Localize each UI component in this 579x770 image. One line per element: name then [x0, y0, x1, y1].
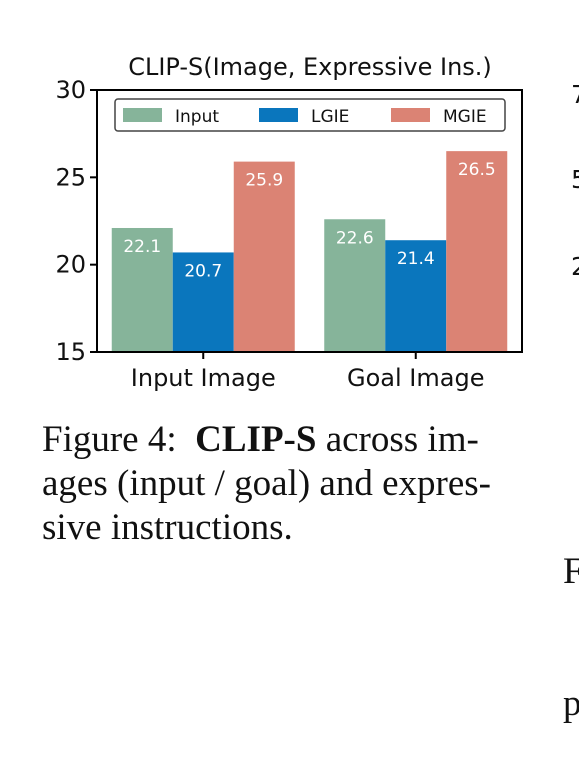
neighbor-tick-1: 7 — [571, 80, 579, 109]
neighbor-tick-2: 5 — [571, 165, 579, 194]
bar-labels-group: 22.1 20.7 25.9 22.6 21.4 26.5 — [123, 160, 495, 281]
bar-value-label: 20.7 — [184, 261, 222, 281]
bar-chart: CLIP-S(Image, Expressive Ins.) 22.120.72… — [55, 53, 523, 392]
caption-line-1-rest: across im- — [316, 419, 479, 460]
bar-mgie-0 — [233, 161, 295, 352]
caption-line-2: ages (input / goal) and expres- — [42, 463, 491, 504]
caption-line-3: sive instructions. — [42, 507, 293, 548]
legend-label-mgie: MGIE — [443, 107, 487, 127]
axes-group: Input Image Goal Image 15 20 25 30 — [55, 76, 523, 392]
x-tick-label: Goal Image — [347, 364, 484, 392]
figure-caption: Figure 4: CLIP-S across im- ages (input … — [42, 418, 542, 550]
caption-label: Figure 4: — [42, 419, 177, 460]
plot-frame — [96, 89, 523, 353]
y-tick-label: 20 — [55, 251, 86, 279]
legend-swatch-lgie — [259, 108, 298, 122]
legend: Input LGIE MGIE — [114, 98, 506, 132]
bars-group — [111, 151, 508, 352]
neighbor-caption-line-2: p — [563, 683, 579, 724]
neighbor-caption-fragment: F p — [563, 418, 579, 770]
chart-title: CLIP-S(Image, Expressive Ins.) — [128, 53, 492, 81]
legend-swatch-input — [123, 108, 162, 122]
bar-input-1 — [324, 219, 386, 352]
bar-input-0 — [111, 227, 173, 352]
bar-mgie-1 — [446, 151, 508, 352]
neighbor-caption-line-1: F — [563, 551, 579, 592]
bar-value-label: 22.1 — [123, 237, 161, 257]
y-tick-label: 15 — [55, 338, 86, 366]
bar-lgie-1 — [385, 240, 447, 352]
neighbor-tick-3: 2 — [571, 252, 579, 281]
bar-value-label: 22.6 — [336, 228, 374, 248]
legend-box — [114, 98, 506, 132]
bar-value-label: 26.5 — [458, 160, 496, 180]
legend-swatch-mgie — [391, 108, 430, 122]
legend-label-input: Input — [175, 107, 219, 127]
x-tick-label: Input Image — [131, 364, 276, 392]
caption-bold-term: CLIP-S — [195, 419, 317, 460]
caption-line-1: Figure 4: CLIP-S across im- — [42, 418, 542, 462]
bar-value-label: 25.9 — [245, 171, 283, 191]
legend-label-lgie: LGIE — [311, 107, 349, 127]
bar-value-label: 21.4 — [397, 249, 435, 269]
bar-lgie-0 — [172, 252, 234, 352]
y-tick-label: 30 — [55, 76, 86, 104]
y-tick-label: 25 — [55, 163, 86, 191]
